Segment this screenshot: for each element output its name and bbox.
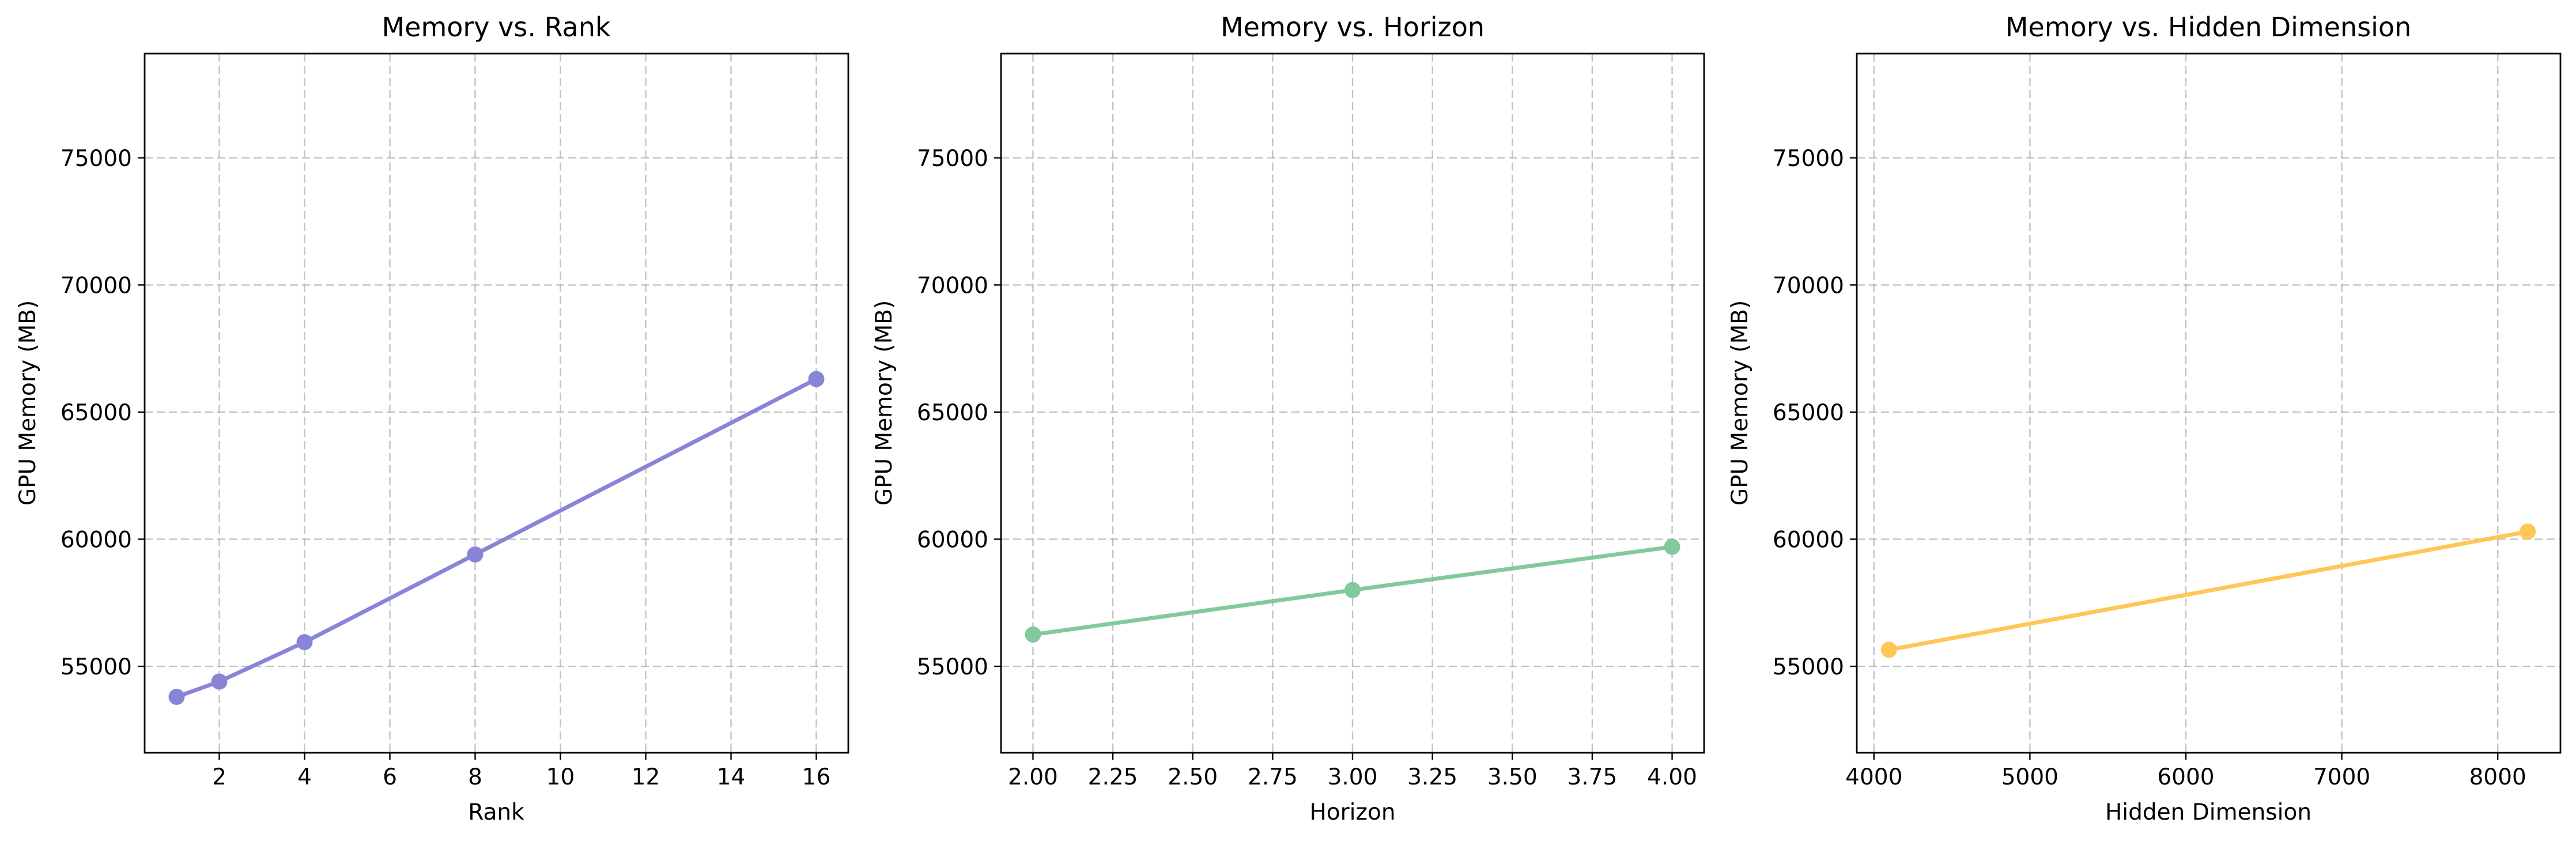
panel-horizon-x-tick-label: 2.50 (1168, 764, 1218, 790)
panel-horizon-x-tick-label: 4.00 (1647, 764, 1697, 790)
panel-horizon-y-tick-label: 55000 (917, 654, 988, 680)
panel-horizon-x-tick-label: 2.75 (1248, 764, 1298, 790)
panel-horizon-x-tick-label: 3.75 (1567, 764, 1617, 790)
panel-rank-x-tick-label: 4 (297, 764, 312, 790)
panel-rank-x-tick-label: 14 (717, 764, 746, 790)
panel-horizon-x-tick-label: 3.50 (1487, 764, 1538, 790)
panel-hidden-dimension-y-tick-label: 70000 (1773, 273, 1844, 299)
panel-rank-y-label: GPU Memory (MB) (15, 300, 41, 506)
panel-hidden-dimension-y-tick-label: 65000 (1773, 400, 1844, 426)
panel-hidden-dimension-frame (1856, 52, 2562, 754)
panel-hidden-dimension-x-label: Hidden Dimension (2105, 799, 2311, 825)
panel-rank-data-point (467, 546, 484, 563)
panel-hidden-dimension-x-tick-label: 5000 (2001, 764, 2058, 790)
panel-hidden-dimension-x-tick-label: 6000 (2157, 764, 2214, 790)
panel-hidden-dimension-ticks: 4000 5000 6000 7000 8000 55000 60000 65000 70000… (1773, 146, 2526, 790)
panel-hidden-dimension-data-point (1880, 642, 1897, 658)
panel-hidden-dimension-y-tick-label: 60000 (1773, 527, 1844, 553)
panel-horizon-data-point (1664, 538, 1680, 555)
panel-horizon-y-tick-label: 65000 (917, 400, 988, 426)
panel-hidden-dimension: 4000 5000 6000 7000 8000 55000 60000 65000 70000… (1727, 12, 2562, 825)
panel-horizon-x-tick-label: 2.00 (1008, 764, 1058, 790)
panel-rank-x-tick-label: 8 (468, 764, 482, 790)
panel-horizon-data-point (1025, 626, 1041, 643)
panel-hidden-dimension-data-point (2520, 523, 2536, 540)
panel-rank-data-point (296, 634, 313, 651)
panel-rank-y-tick-label: 65000 (61, 400, 132, 426)
panel-rank-data-point (211, 673, 228, 690)
panel-horizon-series (1025, 538, 1680, 643)
panel-hidden-dimension-series (1880, 523, 2536, 658)
panel-horizon-y-tick-label: 60000 (917, 527, 988, 553)
panel-horizon-y-tick-label: 75000 (917, 146, 988, 172)
panel-rank-frame (143, 52, 849, 754)
panel-hidden-dimension-y-label: GPU Memory (MB) (1727, 300, 1753, 506)
panel-hidden-dimension-grid (1857, 54, 2560, 753)
panel-rank-y-tick-label: 70000 (61, 273, 132, 299)
panel-horizon-x-tick-label: 2.25 (1088, 764, 1138, 790)
panel-hidden-dimension-series-line (1887, 529, 2530, 652)
panel-rank: 2 4 6 8 10 12 14 16 55000 60000 65000 70000 75000 Me… (15, 12, 849, 825)
panel-hidden-dimension-x-tick-label: 8000 (2469, 764, 2526, 790)
panel-rank-x-tick-label: 6 (383, 764, 397, 790)
panel-horizon-y-label: GPU Memory (MB) (871, 300, 897, 506)
panel-rank-title: Memory vs. Rank (382, 12, 610, 43)
panel-hidden-dimension-title: Memory vs. Hidden Dimension (2005, 12, 2412, 43)
panel-rank-y-tick-label: 75000 (61, 146, 132, 172)
panel-rank-x-tick-label: 10 (546, 764, 575, 790)
panel-horizon-y-tick-label: 70000 (917, 273, 988, 299)
panel-rank-data-point (808, 371, 825, 387)
panel-hidden-dimension-y-tick-label: 75000 (1773, 146, 1844, 172)
panel-horizon-x-label: Horizon (1309, 799, 1395, 825)
panel-horizon-title: Memory vs. Horizon (1221, 12, 1485, 43)
panel-horizon: 2.00 2.25 2.50 2.75 3.00 3.25 3.50 3.75 4.00 5500… (871, 12, 1705, 825)
panel-horizon-data-point (1344, 582, 1361, 598)
panel-hidden-dimension-x-tick-label: 4000 (1845, 764, 1902, 790)
panel-rank-x-label: Rank (468, 799, 524, 825)
panel-horizon-grid (1001, 54, 1704, 753)
panel-rank-x-tick-label: 12 (632, 764, 660, 790)
panel-rank-y-tick-label: 60000 (61, 527, 132, 553)
panel-horizon-x-tick-label: 3.00 (1328, 764, 1378, 790)
panel-rank-series (168, 371, 825, 705)
panel-rank-x-tick-label: 16 (802, 764, 831, 790)
panel-rank-x-tick-label: 2 (212, 764, 226, 790)
panel-horizon-x-tick-label: 3.25 (1407, 764, 1457, 790)
panel-rank-y-tick-label: 55000 (61, 654, 132, 680)
panel-rank-data-point (168, 688, 185, 705)
panel-hidden-dimension-y-tick-label: 55000 (1773, 654, 1844, 680)
panel-rank-ticks: 2 4 6 8 10 12 14 16 55000 60000 65000 70000 75000 (61, 146, 830, 790)
panel-horizon-ticks: 2.00 2.25 2.50 2.75 3.00 3.25 3.50 3.75 4.00 5500… (917, 146, 1697, 790)
panel-hidden-dimension-x-tick-label: 7000 (2313, 764, 2370, 790)
